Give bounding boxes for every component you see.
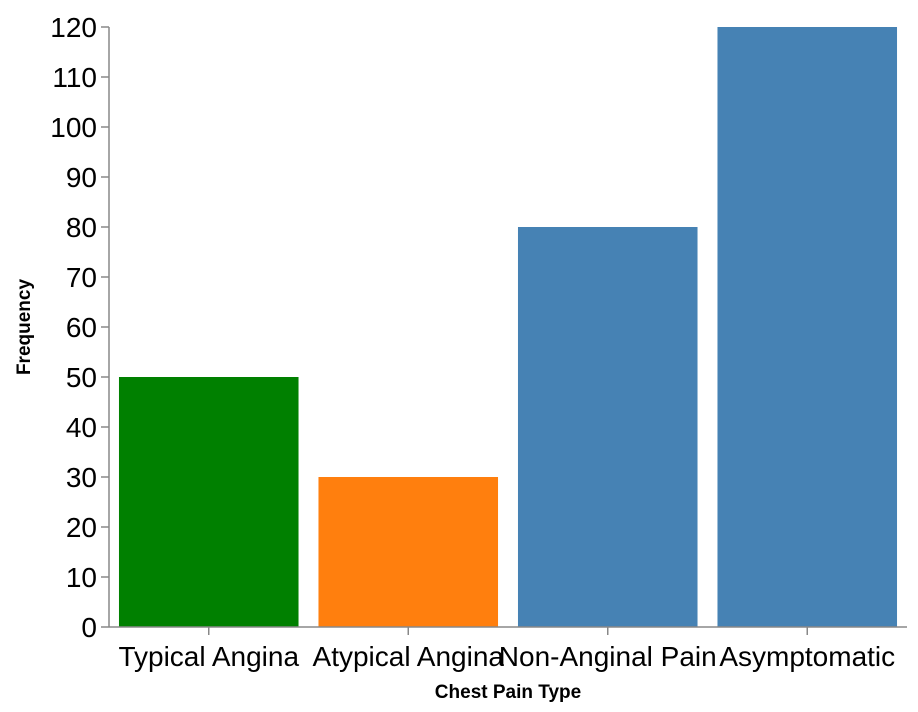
x-tick-label: Asymptomatic xyxy=(719,641,895,672)
y-tick-label: 10 xyxy=(66,562,97,593)
y-tick-label: 120 xyxy=(50,12,97,43)
x-axis-title: Chest Pain Type xyxy=(435,682,581,703)
y-axis: 0 10 20 30 40 50 60 70 80 90 100 110 120 xyxy=(50,12,110,643)
bar-asymptomatic xyxy=(717,27,898,627)
y-tick-label: 0 xyxy=(81,612,97,643)
y-tick-label: 110 xyxy=(52,62,97,93)
y-tick-label: 20 xyxy=(66,512,97,543)
y-tick-label: 80 xyxy=(66,212,97,243)
x-tick-label: Non-Anginal Pain xyxy=(499,641,717,672)
x-tick-label: Atypical Angina xyxy=(313,641,505,672)
y-tick-label: 60 xyxy=(66,312,97,343)
bars-layer xyxy=(118,27,898,627)
x-axis: Typical Angina Atypical AnginaNon-Anginal… xyxy=(109,626,907,672)
y-tick-label: 50 xyxy=(66,362,97,393)
x-tick-label: Typical Angina xyxy=(118,641,299,672)
bar-non-anginal-pain xyxy=(517,227,698,627)
y-tick-label: 30 xyxy=(66,462,97,493)
y-tick-label: 40 xyxy=(66,412,97,443)
y-axis-title: Frequency xyxy=(14,279,35,376)
y-tick-label: 70 xyxy=(66,262,97,293)
bar-atypical-angina xyxy=(318,477,499,627)
y-tick-label: 90 xyxy=(66,162,97,193)
bar-typical-angina xyxy=(118,377,299,627)
y-tick-label: 100 xyxy=(50,112,97,143)
